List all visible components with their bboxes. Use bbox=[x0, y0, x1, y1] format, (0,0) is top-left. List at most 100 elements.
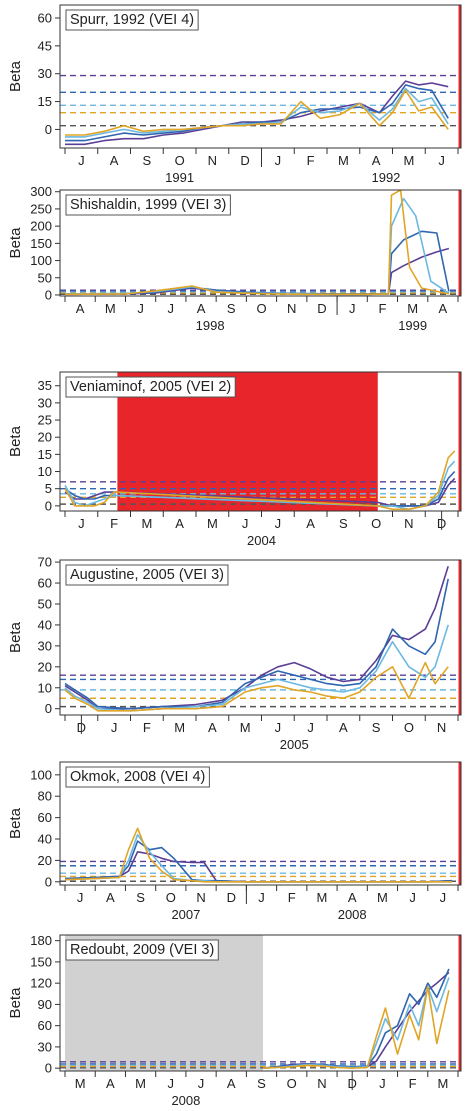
series-line-4 bbox=[64, 450, 456, 511]
x-tick-label: J bbox=[438, 153, 445, 168]
y-tick-label: 30 bbox=[38, 395, 52, 410]
x-tick-label: S bbox=[227, 301, 236, 316]
y-tick-label: 100 bbox=[30, 767, 52, 782]
y-tick-label: 40 bbox=[38, 832, 52, 847]
x-tick-label: D bbox=[317, 301, 326, 316]
y-tick-label: 0 bbox=[45, 122, 52, 137]
y-tick-label: 50 bbox=[38, 596, 52, 611]
x-tick-label: J bbox=[275, 516, 282, 531]
x-tick-label: J bbox=[242, 516, 249, 531]
x-tick-label: J bbox=[111, 720, 118, 735]
y-tick-label: 60 bbox=[38, 11, 52, 26]
x-tick-label: O bbox=[256, 301, 266, 316]
y-tick-label: 90 bbox=[38, 997, 52, 1012]
x-tick-label: N bbox=[317, 1076, 326, 1091]
y-tick-label: 80 bbox=[38, 789, 52, 804]
y-tick-label: 40 bbox=[38, 617, 52, 632]
x-tick-label: S bbox=[143, 153, 152, 168]
x-tick-label: J bbox=[78, 153, 85, 168]
panel-title: Veniaminof, 2005 (VEI 2) bbox=[70, 379, 231, 395]
series-line-4 bbox=[64, 190, 450, 296]
series-line-3 bbox=[65, 87, 449, 138]
plot-frame bbox=[59, 4, 462, 149]
x-tick-label: J bbox=[78, 516, 85, 531]
y-tick-label: 15 bbox=[38, 94, 52, 109]
y-tick-label: 0 bbox=[45, 1061, 52, 1076]
y-axis-label: Beta bbox=[7, 425, 24, 457]
y-tick-label: 70 bbox=[38, 555, 52, 570]
y-tick-label: 25 bbox=[38, 413, 52, 428]
y-tick-label: 50 bbox=[38, 270, 52, 285]
y-tick-label: 150 bbox=[30, 954, 52, 969]
panel-title-box bbox=[65, 939, 219, 961]
x-tick-label: M bbox=[105, 301, 116, 316]
x-tick-label: J bbox=[409, 890, 416, 905]
series-line-4 bbox=[64, 827, 452, 883]
x-tick-label: M bbox=[377, 890, 388, 905]
x-tick-label: S bbox=[257, 1076, 266, 1091]
series-line-2 bbox=[64, 578, 449, 710]
x-tick-label: A bbox=[76, 301, 85, 316]
x-tick-label: A bbox=[175, 516, 184, 531]
y-tick-label: 45 bbox=[38, 38, 52, 53]
x-tick-label: J bbox=[137, 301, 144, 316]
panel-title-box bbox=[65, 564, 229, 586]
panel-title-box bbox=[65, 9, 199, 31]
x-tick-label: N bbox=[208, 153, 217, 168]
x-tick-label: O bbox=[175, 153, 185, 168]
x-tick-label: J bbox=[77, 890, 84, 905]
y-tick-label: 250 bbox=[30, 201, 52, 216]
y-axis-label: Beta bbox=[7, 227, 24, 259]
x-tick-label: M bbox=[317, 890, 328, 905]
year-label: 2008 bbox=[338, 907, 367, 922]
x-tick-label: N bbox=[404, 516, 413, 531]
series-line-4 bbox=[65, 89, 449, 136]
y-tick-label: 20 bbox=[38, 430, 52, 445]
y-axis-label: Beta bbox=[7, 807, 24, 839]
x-tick-label: A bbox=[439, 301, 448, 316]
panel-title: Augustine, 2005 (VEI 3) bbox=[70, 567, 224, 583]
x-tick-label: M bbox=[407, 301, 418, 316]
x-tick-label: O bbox=[404, 720, 414, 735]
series-group bbox=[262, 968, 450, 1069]
x-tick-label: A bbox=[306, 516, 315, 531]
panel-2: 0 50 100 150 200 250 300 Beta A M J J A S O N D J F M A 1998 1… bbox=[7, 184, 462, 333]
y-tick-label: 0 bbox=[45, 701, 52, 716]
x-tick-label: J bbox=[275, 720, 282, 735]
x-tick-label: J bbox=[258, 890, 265, 905]
x-tick-label: F bbox=[409, 1076, 417, 1091]
x-tick-label: O bbox=[287, 1076, 297, 1091]
x-tick-label: M bbox=[240, 720, 251, 735]
x-tick-label: M bbox=[75, 1076, 86, 1091]
y-tick-label: 100 bbox=[30, 253, 52, 268]
x-tick-label: M bbox=[437, 1076, 448, 1091]
plot-frame bbox=[59, 559, 462, 716]
series-group bbox=[64, 450, 456, 511]
y-tick-label: 35 bbox=[38, 378, 52, 393]
panel-title-box bbox=[65, 194, 231, 216]
x-tick-label: F bbox=[378, 301, 386, 316]
x-tick-label: A bbox=[110, 153, 119, 168]
x-tick-label: N bbox=[287, 301, 296, 316]
panel-1: 0 15 30 45 60 Beta J A S O N D J F M A M J 1991 1992 Spurr, … bbox=[7, 4, 462, 185]
x-tick-label: J bbox=[168, 301, 175, 316]
y-tick-label: 200 bbox=[30, 219, 52, 234]
series-line-1 bbox=[65, 80, 449, 146]
x-tick-label: J bbox=[440, 890, 447, 905]
year-label: 2007 bbox=[171, 907, 200, 922]
panel-title: Redoubt, 2009 (VEI 3) bbox=[70, 942, 214, 958]
y-tick-label: 60 bbox=[38, 1018, 52, 1033]
plot-frame bbox=[59, 371, 462, 512]
x-tick-label: O bbox=[166, 890, 176, 905]
y-tick-label: 150 bbox=[30, 236, 52, 251]
y-tick-label: 10 bbox=[38, 680, 52, 695]
year-label: 1999 bbox=[398, 318, 427, 333]
x-tick-label: F bbox=[143, 720, 151, 735]
y-tick-label: 30 bbox=[38, 66, 52, 81]
x-tick-label: J bbox=[349, 301, 356, 316]
year-label: 2008 bbox=[171, 1093, 200, 1108]
x-tick-label: A bbox=[106, 1076, 115, 1091]
